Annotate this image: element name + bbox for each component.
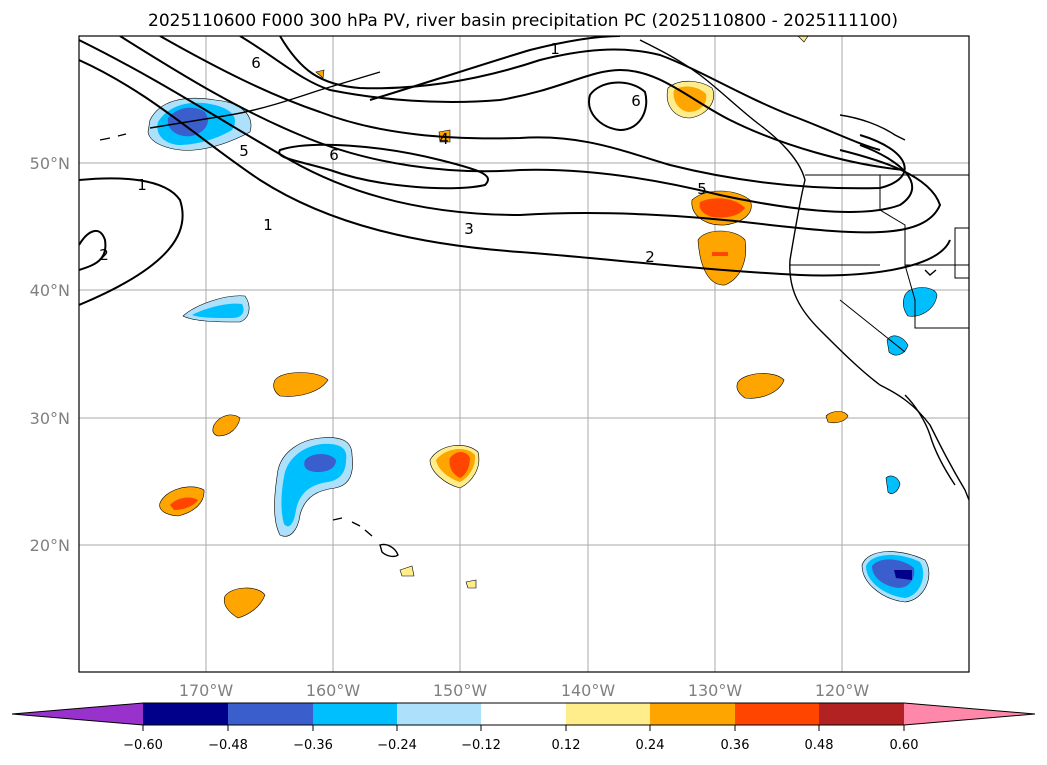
contour-line [279,36,881,151]
baja-coast [904,394,956,486]
colorbar-tick: 0.12 [552,738,581,753]
positive-anomaly-5 [736,373,785,399]
contour-label: 6 [631,92,641,110]
lon-label: 170°W [179,681,234,700]
colorbar-left-extend [12,703,143,725]
figure-title: 2025110600 F000 300 hPa PV, river basin … [148,11,898,31]
longitude-labels: 170°W 160°W 150°W 140°W 130°W 120°W [179,681,870,700]
colorbar-segment [143,703,228,725]
contour-line [79,230,107,271]
contour-line [369,36,621,101]
colorbar-segment [566,703,650,725]
colorbar-tick: −0.48 [208,738,248,753]
positive-anomaly-2 [212,414,241,437]
colorbar-segment [819,703,904,725]
colorbar-tick: −0.12 [461,738,501,753]
contour-label: 5 [697,180,707,198]
colorbar-segment [481,703,566,725]
colorbar-segment [313,703,397,725]
lon-label: 130°W [688,681,743,700]
map-frame [78,35,970,673]
aleutian-chain [99,71,381,141]
lat-label: 20°N [30,536,70,555]
positive-anomaly-1 [273,372,329,397]
positive-anomaly-4 [223,587,266,619]
contour-line [79,177,184,306]
colorbar-segment [735,703,819,725]
contour-label: 4 [439,130,449,148]
contour-label: 1 [263,216,273,234]
contour-line [588,81,648,132]
lon-label: 140°W [561,681,616,700]
contour-label: 6 [329,146,339,164]
hawaii-islands [332,517,399,558]
lon-label: 150°W [433,681,488,700]
contour-label: 1 [137,176,147,194]
lon-label: 160°W [306,681,361,700]
contour-line [278,143,489,190]
colorbar-tick: 0.24 [636,738,665,753]
colorbar-tick: −0.60 [123,738,163,753]
colorbar-segment [650,703,735,725]
contour-line [79,59,951,277]
contour-labels: 6 1 6 4 5 6 1 1 2 3 5 2 [99,40,707,266]
precip-shading [147,36,938,619]
contour-label: 3 [464,220,474,238]
colorbar-tick: 0.36 [721,738,750,753]
coastlines [99,39,969,558]
contour-line [119,36,914,213]
lat-label: 50°N [30,154,70,173]
colorbar: −0.60 −0.48 −0.36 −0.24 −0.12 0.12 0.24 … [11,702,1036,753]
latitude-labels: 50°N 40°N 30°N 20°N [30,154,70,555]
contour-line [79,39,942,234]
colorbar-tick: 0.60 [890,738,919,753]
colorbar-tick: −0.24 [377,738,417,753]
colorbar-right-extend [904,703,1035,725]
colorbar-tick: 0.48 [805,738,834,753]
colorbar-tick: −0.36 [293,738,333,753]
lat-label: 40°N [30,281,70,300]
contour-label: 5 [239,142,249,160]
colorbar-segment [228,703,313,725]
contour-label: 6 [251,54,261,72]
colorbar-segment [397,703,481,725]
lon-label: 120°W [815,681,870,700]
contour-label: 2 [645,248,655,266]
lat-label: 30°N [30,409,70,428]
contour-label: 1 [550,40,560,58]
political-borders [790,174,969,353]
contour-line [239,36,906,171]
contour-label: 2 [99,246,109,264]
